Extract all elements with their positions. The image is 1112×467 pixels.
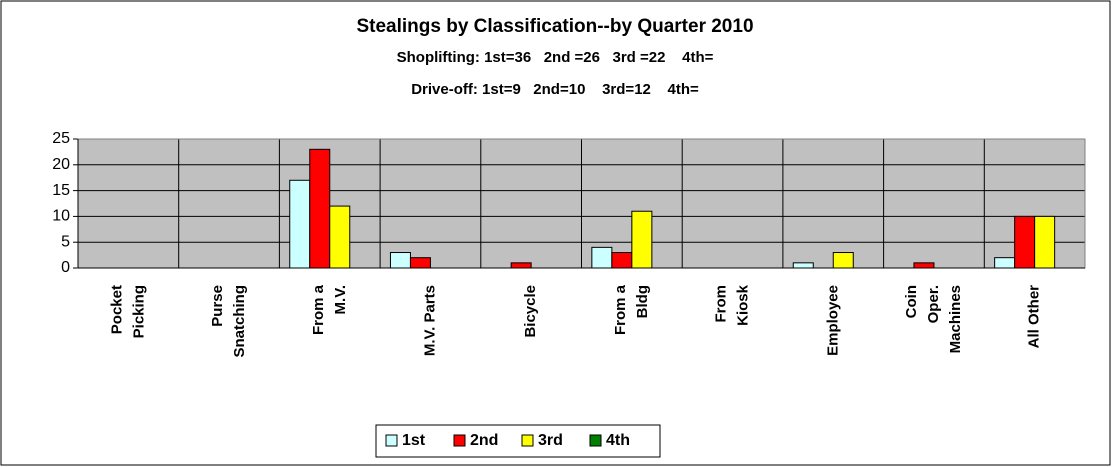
x-tick-label: All Other [1026, 285, 1043, 349]
x-tick-label: From a Bldg [612, 284, 651, 335]
bar [510, 262, 532, 269]
x-tick-label-line: Snatching [231, 285, 248, 358]
y-tick-label: 15 [52, 182, 70, 199]
x-tick-label: Bicycle [522, 285, 539, 338]
chart-subtitle: Shoplifting: 1st=36 2nd =26 3rd =22 4th= [397, 49, 714, 66]
bar [832, 252, 854, 269]
legend-label: 3rd [538, 432, 563, 449]
x-tick-label-line: Oper. [925, 285, 942, 323]
legend-label: 4th [606, 432, 630, 449]
x-tick-label-line: From a [612, 284, 629, 335]
x-tick-label-line: M.V. [332, 285, 349, 314]
chart-title: Stealings by Classification--by Quarter … [356, 16, 753, 37]
bar [631, 210, 653, 269]
y-tick-label: 20 [52, 156, 70, 173]
bar [994, 257, 1016, 269]
y-tick-label: 10 [52, 208, 70, 225]
x-tick-label: M.V. Parts [421, 285, 438, 356]
legend-swatch [385, 434, 398, 447]
x-tick-label-line: Bldg [634, 285, 651, 318]
legend-box [375, 424, 661, 458]
bar [289, 179, 311, 269]
chart-subtitle: Drive-off: 1st=9 2nd=10 3rd=12 4th= [411, 81, 699, 98]
bar [591, 246, 613, 269]
x-tick-label-line: From [713, 285, 730, 323]
bar [389, 252, 411, 269]
x-tick-label-line: Coin [903, 285, 920, 318]
legend-swatch [521, 434, 534, 447]
legend-swatch [453, 434, 466, 447]
x-tick-label: From a M.V. [310, 284, 349, 335]
legend-label: 1st [402, 432, 426, 449]
bar [329, 205, 351, 269]
x-tick-label-line: Pocket [108, 285, 125, 334]
bar [611, 252, 633, 269]
legend-swatch [589, 434, 602, 447]
legend-label: 2nd [470, 432, 498, 449]
x-tick-label-line: Machines [947, 285, 964, 353]
bar [913, 262, 935, 269]
bar [792, 262, 814, 269]
x-tick-label: Purse Snatching [209, 285, 248, 358]
x-tick-label: Pocket Picking [108, 285, 147, 338]
x-tick-label-line: Kiosk [735, 284, 752, 326]
x-tick-label: From Kiosk [713, 284, 752, 326]
bar [309, 148, 331, 269]
x-tick-label-line: Employee [824, 285, 841, 356]
bar [409, 257, 431, 269]
bar [1014, 215, 1036, 269]
x-tick-label-line: Purse [209, 285, 226, 327]
y-tick-label: 5 [61, 233, 70, 250]
x-tick-label-line: Picking [130, 285, 147, 338]
x-tick-label: Coin Oper. Machines [903, 285, 964, 353]
x-tick-label-line: From a [310, 284, 327, 335]
y-tick-label: 0 [61, 259, 70, 276]
x-tick-label-line: Bicycle [522, 285, 539, 338]
x-tick-label-line: M.V. Parts [421, 285, 438, 356]
x-tick-label-line: All Other [1026, 285, 1043, 349]
y-tick-label: 25 [52, 130, 70, 147]
bar [1034, 215, 1056, 269]
x-tick-label: Employee [824, 285, 841, 356]
